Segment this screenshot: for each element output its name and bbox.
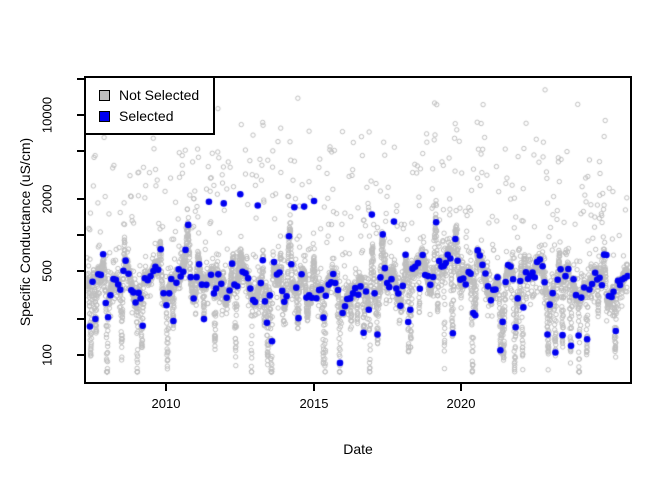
x-tick-mark	[313, 384, 315, 391]
x-tick-label-2020: 2020	[446, 396, 476, 411]
selected-swatch-icon	[99, 110, 110, 122]
plot-area-border	[84, 76, 632, 384]
x-tick-mark	[165, 384, 167, 391]
legend-item-not-selected: Not Selected	[99, 85, 213, 106]
y-tick-mark	[77, 114, 84, 116]
x-tick-mark	[460, 384, 462, 391]
legend-item-selected: Selected	[99, 106, 213, 127]
y-tick-label-500: 500	[39, 260, 55, 282]
y-axis-title: Specific Conductance (uS/cm)	[17, 137, 33, 327]
y-tick-mark	[77, 318, 84, 320]
y-tick-label-2000: 2000	[39, 184, 55, 214]
y-tick-mark	[77, 270, 84, 272]
y-tick-mark	[77, 354, 84, 356]
y-tick-mark	[77, 150, 84, 152]
y-tick-mark	[77, 198, 84, 200]
legend-label-not-selected: Not Selected	[119, 87, 200, 103]
x-tick-label-2015: 2015	[299, 396, 329, 411]
not-selected-swatch-icon	[99, 89, 110, 101]
y-tick-label-100: 100	[39, 344, 55, 366]
x-axis-title: Date	[343, 441, 373, 457]
y-tick-mark	[77, 234, 84, 236]
y-tick-label-10000: 10000	[39, 96, 55, 134]
x-tick-label-2010: 2010	[151, 396, 181, 411]
legend-box: Not Selected Selected	[84, 76, 215, 135]
y-tick-mark	[77, 78, 84, 80]
legend-label-selected: Selected	[119, 108, 174, 124]
